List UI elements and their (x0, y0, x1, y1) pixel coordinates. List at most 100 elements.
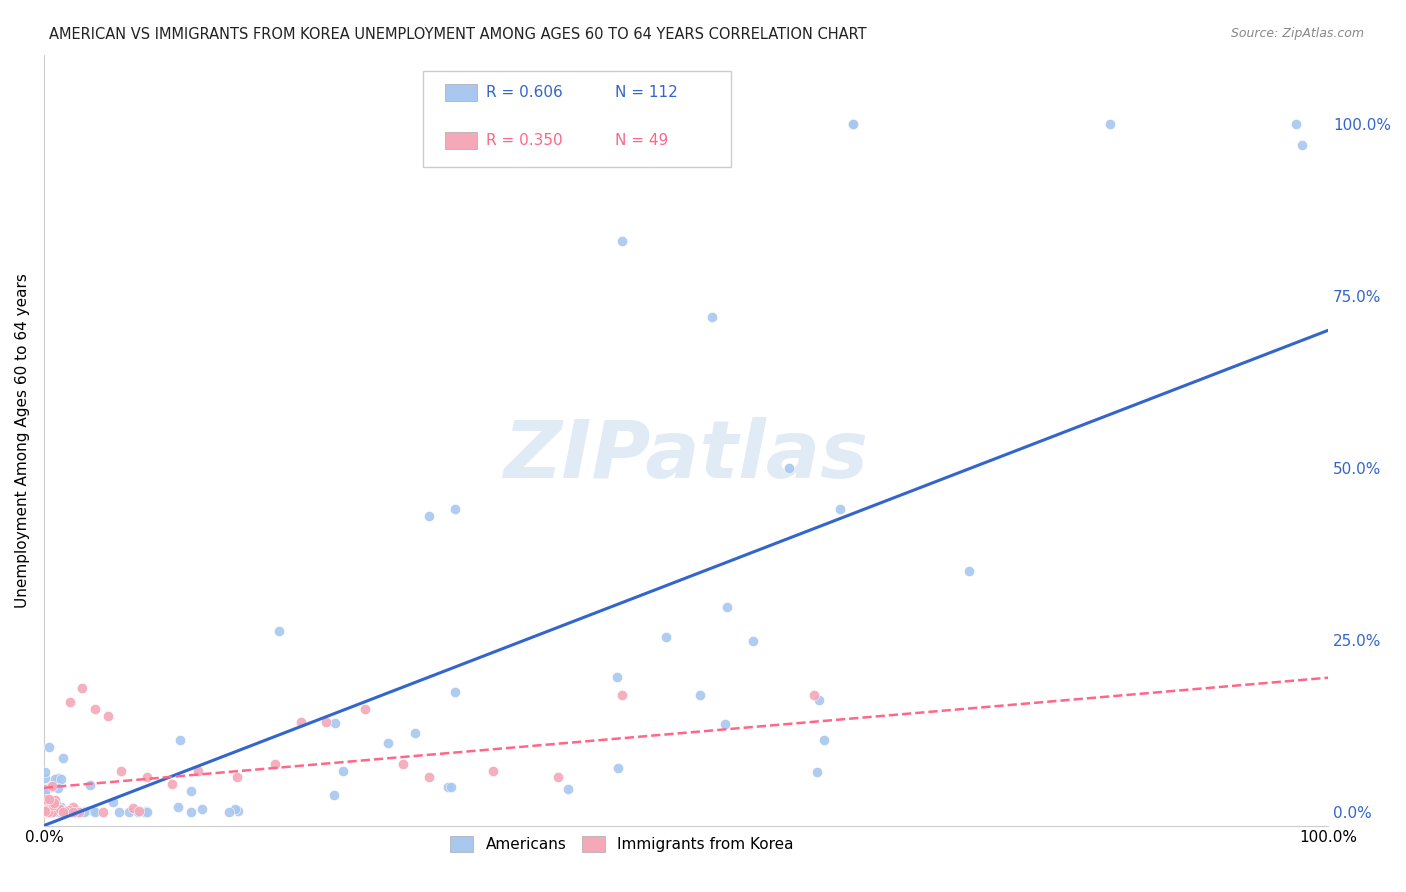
Point (38, 795, 60, 809)
Point (315, 715, 337, 730)
Point (34, 797, 56, 812)
Text: R = 0.350: R = 0.350 (485, 133, 562, 148)
Point (806, 764, 828, 779)
Point (842, 117, 865, 131)
Text: N = 49: N = 49 (616, 133, 669, 148)
Point (322, 788, 344, 802)
Point (48, 772, 70, 786)
Point (44, 804, 66, 818)
Point (51, 805, 73, 819)
Point (70, 805, 93, 819)
Point (34, 765, 56, 780)
Point (34, 802, 56, 816)
Point (44, 804, 66, 818)
Point (67, 805, 90, 819)
Point (606, 761, 628, 775)
Point (418, 771, 440, 785)
Point (606, 670, 628, 684)
Point (128, 804, 150, 818)
Text: R = 0.606: R = 0.606 (485, 86, 562, 101)
Point (37, 805, 59, 819)
Point (44, 805, 66, 819)
Point (269, 624, 291, 639)
Point (225, 771, 247, 785)
Point (107, 805, 129, 819)
Text: AMERICAN VS IMMIGRANTS FROM KOREA UNEMPLOYMENT AMONG AGES 60 TO 64 YEARS CORRELA: AMERICAN VS IMMIGRANTS FROM KOREA UNEMPL… (49, 27, 868, 42)
Text: Source: ZipAtlas.com: Source: ZipAtlas.com (1230, 27, 1364, 40)
Point (42, 797, 65, 812)
Point (34, 803, 56, 817)
Point (34, 800, 56, 814)
Point (34, 799, 56, 814)
Point (41, 805, 63, 819)
Point (44, 801, 66, 815)
Point (75, 804, 97, 818)
Point (557, 781, 579, 796)
Point (72, 681, 94, 695)
Point (180, 805, 202, 819)
Point (377, 736, 399, 750)
Point (91, 805, 114, 819)
Point (34, 804, 56, 818)
Point (191, 802, 214, 816)
Legend: Americans, Immigrants from Korea: Americans, Immigrants from Korea (439, 823, 806, 864)
Point (52, 803, 75, 817)
Point (44, 793, 66, 807)
Point (547, 771, 569, 785)
Point (437, 780, 460, 794)
Point (957, 564, 980, 578)
Point (842, 117, 865, 131)
Point (63, 805, 86, 819)
Point (34, 782, 56, 797)
Point (1098, 117, 1121, 131)
Point (63, 803, 86, 817)
Point (46, 780, 69, 795)
Point (117, 805, 139, 819)
Point (1285, 117, 1308, 131)
Point (53, 805, 76, 819)
Point (392, 756, 415, 771)
Point (63, 805, 86, 819)
Point (37, 805, 59, 819)
Point (290, 715, 312, 730)
Point (67, 804, 90, 818)
Point (41, 779, 63, 793)
Point (35, 803, 58, 817)
Point (169, 733, 191, 747)
Point (714, 717, 737, 731)
Point (34, 805, 56, 819)
Text: ZIPatlas: ZIPatlas (503, 417, 869, 495)
Point (79, 778, 101, 792)
Point (127, 805, 149, 819)
Point (34, 802, 56, 816)
Point (84, 701, 107, 715)
Point (49, 800, 72, 814)
Point (803, 688, 825, 702)
Point (41, 803, 63, 817)
Point (82, 804, 104, 818)
Point (45, 797, 67, 811)
Point (134, 805, 156, 819)
Point (58, 695, 80, 709)
Point (72, 805, 94, 819)
Point (264, 756, 287, 771)
Point (110, 764, 132, 778)
Point (162, 777, 184, 791)
Point (187, 764, 209, 778)
Point (610, 234, 633, 248)
Point (49, 772, 72, 786)
Point (610, 688, 633, 702)
Point (689, 688, 711, 702)
Point (224, 802, 246, 816)
Point (218, 805, 240, 819)
Point (700, 310, 723, 324)
Point (37, 805, 59, 819)
Point (73, 805, 96, 819)
Point (35, 805, 58, 819)
Point (45, 802, 67, 816)
Text: N = 112: N = 112 (616, 86, 678, 101)
Point (62, 800, 84, 814)
Point (101, 795, 124, 809)
Point (53, 805, 76, 819)
Point (84, 805, 107, 819)
